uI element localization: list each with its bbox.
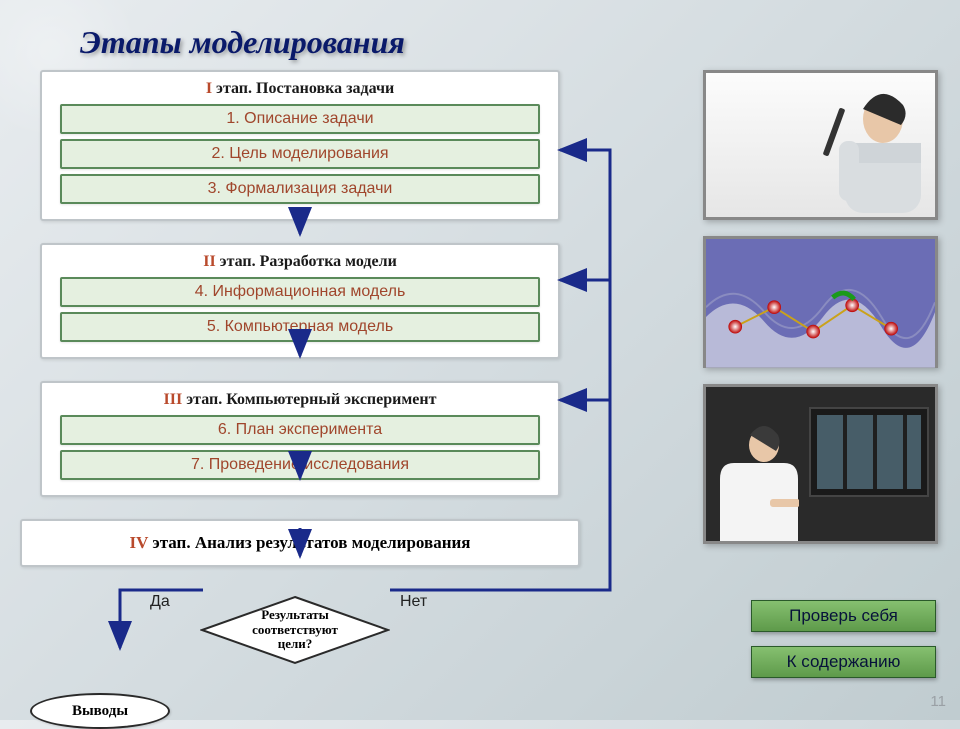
photo-scientist-screens bbox=[703, 384, 938, 544]
stage-3-title: III этап. Компьютерный эксперимент bbox=[54, 391, 546, 409]
decision-l1: Результаты bbox=[261, 607, 329, 622]
step-4[interactable]: 4. Информационная модель bbox=[60, 277, 540, 307]
decision-diamond: Результаты соответствуют цели? bbox=[200, 595, 390, 665]
step-5[interactable]: 5. Компьютерная модель bbox=[60, 312, 540, 342]
stage-3-title-text: этап. Компьютерный эксперимент bbox=[182, 391, 436, 408]
decision-yes-label: Да bbox=[150, 593, 170, 611]
photo-thinking-man bbox=[703, 70, 938, 220]
decision-no-label: Нет bbox=[400, 593, 427, 611]
page-number: 11 bbox=[930, 693, 946, 710]
stage-1: I этап. Постановка задачи 1. Описание за… bbox=[40, 70, 560, 221]
stage-2-title-text: этап. Разработка модели bbox=[216, 253, 397, 270]
stage-4-title-text: этап. Анализ результатов моделирования bbox=[148, 533, 470, 552]
decision-text: Результаты соответствуют цели? bbox=[252, 608, 338, 653]
decision-l3: цели? bbox=[278, 636, 313, 651]
flowchart-column: I этап. Постановка задачи 1. Описание за… bbox=[40, 70, 560, 729]
stage-2: II этап. Разработка модели 4. Информацио… bbox=[40, 243, 560, 359]
stage-1-title: I этап. Постановка задачи bbox=[54, 80, 546, 98]
check-yourself-button[interactable]: Проверь себя bbox=[751, 600, 936, 632]
step-2[interactable]: 2. Цель моделирования bbox=[60, 139, 540, 169]
photo-molecule-surface bbox=[703, 236, 938, 368]
stage-2-prefix: II bbox=[203, 253, 215, 270]
page-title: Этапы моделирования bbox=[80, 24, 405, 61]
step-1[interactable]: 1. Описание задачи bbox=[60, 104, 540, 134]
decision-wrap: Да Нет Результаты соответствуют цели? bbox=[160, 585, 560, 675]
stage-4: IV этап. Анализ результатов моделировани… bbox=[20, 519, 580, 567]
stage-3-prefix: III bbox=[164, 391, 183, 408]
step-3[interactable]: 3. Формализация задачи bbox=[60, 174, 540, 204]
stage-1-title-text: этап. Постановка задачи bbox=[212, 80, 394, 97]
monitor-icon bbox=[809, 407, 929, 497]
step-7[interactable]: 7. Проведение исследования bbox=[60, 450, 540, 480]
stage-3: III этап. Компьютерный эксперимент 6. Пл… bbox=[40, 381, 560, 497]
to-contents-button[interactable]: К содержанию bbox=[751, 646, 936, 678]
stage-2-title: II этап. Разработка модели bbox=[54, 253, 546, 271]
step-6[interactable]: 6. План эксперимента bbox=[60, 415, 540, 445]
final-terminator: Выводы bbox=[30, 693, 170, 729]
stage-4-prefix: IV bbox=[130, 533, 149, 552]
decision-l2: соответствуют bbox=[252, 622, 338, 637]
photo-column bbox=[703, 70, 938, 560]
